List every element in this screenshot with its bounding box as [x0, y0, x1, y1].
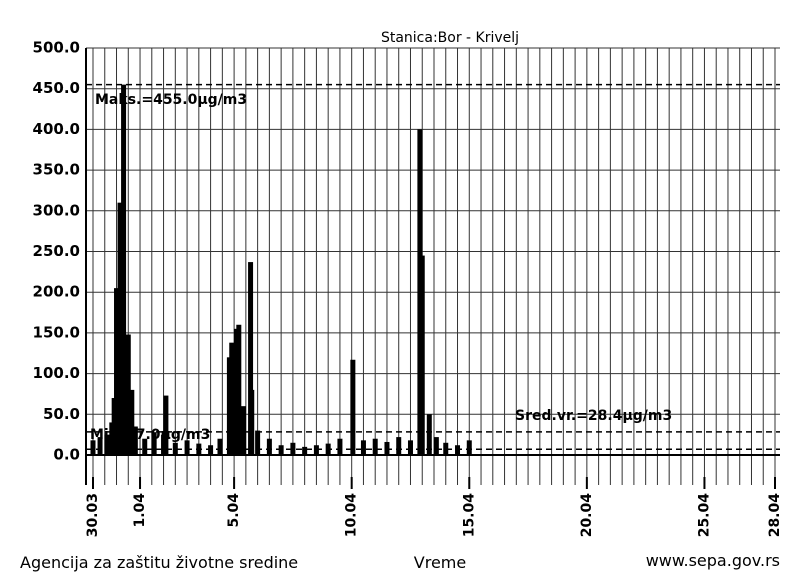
bar — [419, 255, 425, 455]
bar — [163, 395, 169, 455]
bar — [337, 438, 343, 455]
bar — [129, 389, 135, 455]
x-tick-label: 20.04 — [579, 493, 595, 538]
bar — [407, 440, 413, 455]
bar — [248, 262, 254, 455]
y-tick-label: 500.0 — [33, 39, 80, 57]
footer-left: Agencija za zaštitu životne sredine — [20, 553, 298, 572]
reference-label: Sred.vr.=28.4µg/m3 — [515, 408, 672, 424]
bar — [121, 84, 127, 455]
bar — [229, 342, 235, 455]
x-tick-label: 30.03 — [85, 493, 101, 537]
bar — [114, 288, 120, 455]
bar — [208, 445, 214, 455]
reference-label: Min.=7.0µg/m3 — [90, 427, 210, 443]
bar — [372, 438, 378, 455]
y-tick-label: 400.0 — [33, 120, 80, 138]
bar — [266, 438, 272, 455]
bar — [151, 432, 157, 455]
bar — [132, 426, 138, 455]
bar — [278, 445, 284, 455]
bar — [396, 437, 402, 455]
y-tick-label: 200.0 — [33, 283, 80, 301]
reference-label: Maks.=455.0µg/m3 — [95, 92, 247, 108]
y-tick-label: 250.0 — [33, 242, 80, 260]
y-tick-label: 300.0 — [33, 201, 80, 219]
bar — [466, 440, 472, 455]
bar — [184, 440, 190, 455]
x-tick-label: 1.04 — [132, 493, 148, 528]
bar — [426, 414, 432, 455]
y-tick-label: 100.0 — [33, 364, 80, 382]
bar — [90, 440, 96, 455]
x-tick-label: 25.04 — [696, 493, 712, 538]
bar — [350, 359, 356, 455]
bar — [104, 434, 110, 455]
bar — [125, 334, 131, 455]
x-tick-label: 15.04 — [461, 493, 477, 538]
bar — [117, 202, 123, 455]
y-tick-label: 150.0 — [33, 323, 80, 341]
bar — [172, 442, 178, 455]
x-tick-label: 28.04 — [767, 493, 783, 538]
y-tick-label: 50.0 — [43, 405, 80, 423]
bar — [97, 437, 103, 455]
bar — [302, 446, 308, 455]
x-tick-label: 10.04 — [344, 493, 360, 538]
footer-right: www.sepa.gov.rs — [646, 551, 780, 570]
bar — [360, 440, 366, 455]
bar — [249, 389, 255, 455]
bar — [241, 406, 247, 455]
bar — [455, 445, 461, 455]
bar — [443, 442, 449, 455]
bar — [236, 324, 242, 455]
bar — [384, 441, 390, 455]
chart-title: Stanica:Bor - Krivelj — [381, 30, 519, 46]
y-tick-label: 450.0 — [33, 79, 80, 97]
bar — [142, 438, 148, 455]
x-tick-label: 5.04 — [226, 493, 242, 528]
y-tick-label: 0.0 — [53, 446, 80, 464]
bar — [255, 430, 261, 455]
bar — [290, 442, 296, 455]
y-tick-label: 350.0 — [33, 161, 80, 179]
bar — [313, 445, 319, 455]
x-axis-label: Vreme — [414, 553, 466, 572]
bar — [433, 437, 439, 455]
bar — [217, 438, 223, 455]
